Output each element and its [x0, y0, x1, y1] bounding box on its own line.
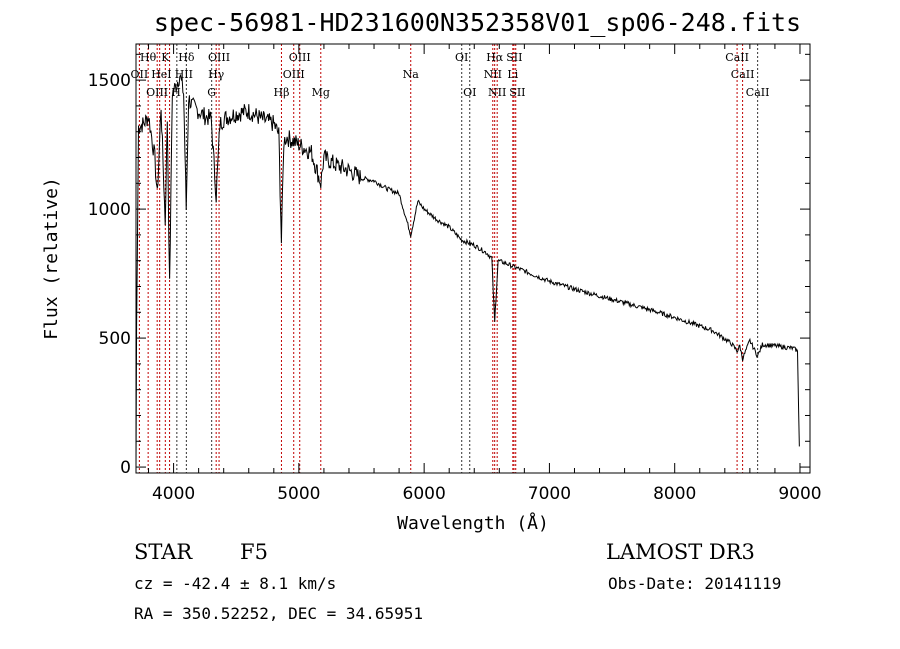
line-label-CaII: CaII [731, 68, 755, 81]
line-label-Hα: Hα [486, 51, 504, 64]
line-label-Hγ: Hγ [208, 68, 225, 81]
line-label-CaII: CaII [746, 86, 770, 99]
line-label-OI: OI [455, 51, 468, 64]
chart-title: spec-56981-HD231600N352358V01_sp06-248.f… [153, 8, 802, 37]
x-tick-label: 9000 [778, 484, 821, 504]
x-tick-label: 7000 [528, 484, 571, 504]
x-tick-label: 6000 [403, 484, 446, 504]
line-label-OIII: OIII [289, 51, 311, 64]
object-class: STAR [134, 540, 193, 564]
y-tick-label: 0 [120, 458, 131, 478]
line-label-K: K [161, 51, 170, 64]
x-tick-label: 4000 [152, 484, 195, 504]
x-tick-label: 8000 [653, 484, 696, 504]
survey-name: LAMOST DR3 [606, 540, 755, 564]
line-label-OIII: OIII [208, 51, 230, 64]
line-label-NII: NII [484, 68, 502, 81]
line-label-HII: HII [175, 68, 193, 81]
object-subclass: F5 [240, 540, 268, 564]
line-label-OII: OII [131, 68, 149, 81]
plot-frame [135, 43, 811, 474]
y-tick-label: 1500 [88, 71, 131, 91]
line-label-SII: SII [509, 86, 525, 99]
y-axis-label: Flux (relative) [41, 177, 62, 340]
coordinates-info: RA = 350.52252, DEC = 34.65951 [134, 604, 423, 623]
line-label-NII: NII [488, 86, 506, 99]
obs-date: Obs-Date: 20141119 [608, 574, 782, 593]
line-label-Hθ: Hθ [140, 51, 157, 64]
y-tick-label: 500 [99, 329, 131, 349]
line-label-OIII: OIII [146, 86, 168, 99]
line-label-Hβ: Hβ [274, 86, 290, 99]
x-tick-label: 5000 [277, 484, 320, 504]
line-label-OIII: OIII [283, 68, 305, 81]
redshift-info: cz = -42.4 ± 8.1 km/s [134, 574, 337, 593]
line-label-H: H [171, 86, 181, 99]
spectrum-line [135, 74, 800, 468]
line-label-HeI: HeI [151, 68, 171, 81]
line-label-SII: SII [506, 51, 522, 64]
line-label-Hδ: Hδ [178, 51, 195, 64]
line-label-Mg: Mg [312, 86, 330, 99]
x-axis-label: Wavelength (Å) [397, 512, 549, 534]
line-label-Na: Na [403, 68, 420, 81]
line-label-Li: Li [507, 68, 518, 81]
line-label-CaII: CaII [725, 51, 749, 64]
line-label-G: G [207, 86, 216, 99]
line-label-OI: OI [463, 86, 476, 99]
y-tick-label: 1000 [88, 200, 131, 220]
